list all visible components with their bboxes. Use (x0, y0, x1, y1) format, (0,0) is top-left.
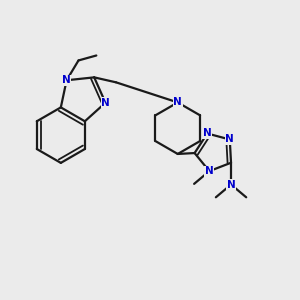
Text: N: N (205, 166, 214, 176)
Text: N: N (62, 75, 71, 85)
Text: N: N (225, 134, 234, 145)
Text: N: N (173, 98, 182, 107)
Text: N: N (227, 179, 236, 190)
Text: N: N (203, 128, 212, 139)
Text: N: N (101, 98, 110, 108)
